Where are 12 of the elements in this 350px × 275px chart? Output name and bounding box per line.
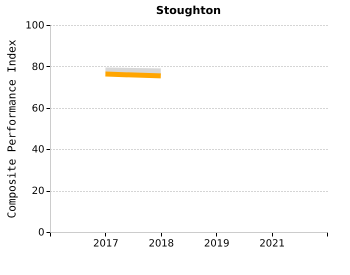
y-axis-title: Composite Performance Index bbox=[5, 39, 18, 218]
y-tick-label: 20 bbox=[32, 186, 44, 198]
y-tick-label: 0 bbox=[38, 228, 44, 238]
y-tick-label: 100 bbox=[25, 20, 44, 32]
x-tick-label: 2017 bbox=[93, 238, 119, 250]
y-tick-label: 60 bbox=[32, 103, 44, 114]
x-tick-label: 2018 bbox=[148, 238, 174, 250]
y-tick-label: 40 bbox=[32, 144, 44, 156]
chart-title: Stoughton bbox=[156, 4, 221, 17]
x-tick-label: 2019 bbox=[204, 238, 230, 250]
x-tick-label: 2021 bbox=[259, 238, 285, 250]
y-tick-label: 80 bbox=[32, 62, 44, 73]
